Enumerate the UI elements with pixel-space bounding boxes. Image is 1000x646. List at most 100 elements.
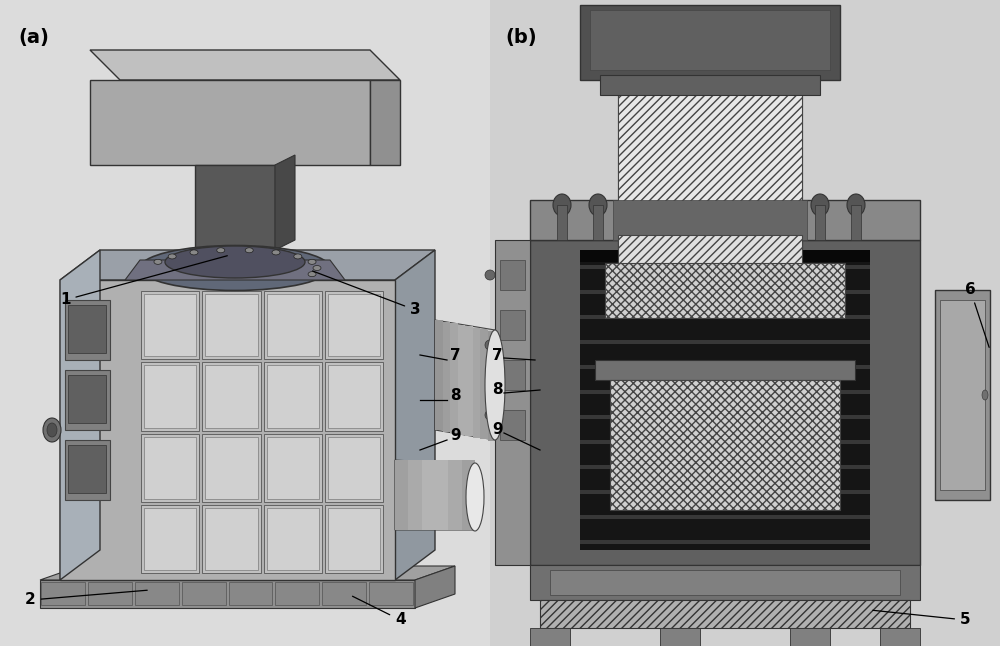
- Polygon shape: [60, 250, 435, 280]
- Bar: [580, 515, 870, 519]
- Bar: [328, 437, 380, 499]
- Bar: [328, 508, 380, 570]
- Polygon shape: [125, 260, 345, 280]
- Bar: [68, 305, 106, 353]
- Text: 8: 8: [450, 388, 461, 402]
- Ellipse shape: [168, 254, 176, 259]
- Bar: [65, 370, 110, 430]
- Polygon shape: [60, 250, 100, 580]
- Bar: [205, 508, 258, 570]
- Bar: [266, 365, 319, 428]
- Text: 7: 7: [492, 348, 503, 362]
- Bar: [940, 300, 985, 490]
- Bar: [540, 600, 910, 628]
- Polygon shape: [195, 165, 275, 250]
- Ellipse shape: [140, 245, 330, 291]
- Bar: [266, 294, 319, 356]
- Bar: [462, 460, 475, 530]
- Bar: [580, 465, 870, 469]
- Bar: [205, 437, 258, 499]
- Bar: [600, 75, 820, 95]
- Bar: [60, 280, 395, 580]
- Bar: [328, 294, 380, 356]
- Bar: [790, 628, 830, 646]
- Text: 8: 8: [492, 382, 503, 397]
- Bar: [266, 508, 319, 570]
- Ellipse shape: [811, 194, 829, 216]
- Bar: [264, 291, 322, 359]
- Bar: [935, 290, 990, 500]
- Bar: [500, 360, 525, 390]
- Bar: [473, 328, 480, 437]
- Bar: [458, 324, 465, 435]
- Bar: [228, 582, 272, 605]
- Bar: [618, 80, 802, 265]
- Bar: [580, 440, 870, 444]
- Bar: [610, 380, 840, 510]
- Bar: [500, 410, 525, 440]
- Bar: [488, 331, 495, 441]
- Bar: [580, 290, 870, 294]
- Bar: [266, 437, 319, 499]
- Bar: [530, 200, 920, 240]
- Bar: [618, 80, 802, 265]
- Bar: [851, 205, 861, 240]
- Bar: [480, 329, 488, 439]
- Ellipse shape: [982, 390, 988, 400]
- Bar: [202, 291, 260, 359]
- Ellipse shape: [485, 340, 495, 350]
- Bar: [369, 582, 413, 605]
- Bar: [618, 235, 802, 263]
- Ellipse shape: [245, 248, 253, 253]
- Bar: [500, 260, 525, 290]
- Bar: [530, 628, 570, 646]
- Bar: [141, 362, 199, 430]
- Polygon shape: [395, 250, 435, 580]
- Text: 4: 4: [352, 596, 406, 627]
- Bar: [325, 505, 383, 573]
- Bar: [141, 505, 199, 573]
- Bar: [141, 433, 199, 502]
- Bar: [68, 375, 106, 423]
- Bar: [500, 310, 525, 340]
- Bar: [325, 433, 383, 502]
- Bar: [275, 582, 319, 605]
- Bar: [435, 460, 448, 530]
- Bar: [605, 263, 845, 318]
- Bar: [202, 433, 260, 502]
- Bar: [580, 315, 870, 319]
- Text: (b): (b): [505, 28, 537, 47]
- Bar: [880, 628, 920, 646]
- Bar: [408, 460, 422, 530]
- Bar: [264, 505, 322, 573]
- Bar: [442, 322, 450, 432]
- Text: 9: 9: [492, 422, 503, 437]
- Ellipse shape: [485, 410, 495, 420]
- Bar: [435, 320, 442, 430]
- Text: 3: 3: [313, 271, 421, 317]
- Bar: [448, 460, 462, 530]
- Ellipse shape: [217, 248, 225, 253]
- Bar: [264, 433, 322, 502]
- Bar: [65, 300, 110, 360]
- Bar: [580, 415, 870, 419]
- Text: 2: 2: [25, 590, 147, 607]
- Bar: [65, 440, 110, 500]
- Polygon shape: [395, 460, 475, 530]
- Bar: [205, 365, 258, 428]
- Bar: [580, 265, 870, 269]
- Bar: [144, 437, 196, 499]
- Ellipse shape: [272, 250, 280, 255]
- Bar: [660, 628, 700, 646]
- Bar: [530, 565, 920, 600]
- Bar: [141, 291, 199, 359]
- Bar: [41, 582, 85, 605]
- Bar: [613, 200, 807, 240]
- Bar: [815, 205, 825, 240]
- Bar: [580, 250, 870, 262]
- Bar: [395, 460, 408, 530]
- Ellipse shape: [485, 270, 495, 280]
- Bar: [144, 508, 196, 570]
- Ellipse shape: [313, 266, 321, 271]
- Ellipse shape: [47, 423, 57, 437]
